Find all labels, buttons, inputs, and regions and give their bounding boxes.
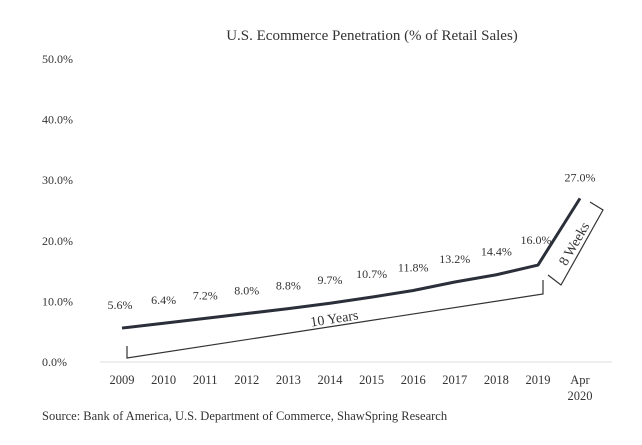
data-label: 11.8%: [398, 260, 429, 274]
x-tick-label: 2014: [318, 373, 344, 387]
data-label: 13.2%: [439, 252, 470, 266]
y-tick-label: 30.0%: [42, 173, 73, 187]
x-tick-label-line: 2020: [568, 389, 593, 403]
bracket-8-weeks: [547, 201, 604, 286]
x-tick-label-line: 2019: [526, 373, 551, 387]
x-tick-label: 2018: [484, 373, 509, 387]
x-tick-label-line: 2011: [193, 373, 218, 387]
x-tick-label-line: 2015: [359, 373, 384, 387]
x-tick-label: 2016: [401, 373, 426, 387]
y-tick-label: 10.0%: [42, 294, 73, 308]
bracket-10-years: [126, 280, 544, 359]
y-axis: 0.0% 10.0% 20.0% 30.0% 40.0% 50.0%: [42, 52, 73, 369]
x-tick-label: 2009: [110, 373, 135, 387]
x-tick-label-line: 2018: [484, 373, 509, 387]
chart-title: U.S. Ecommerce Penetration (% of Retail …: [226, 28, 518, 44]
x-tick-label: 2019: [526, 373, 551, 387]
x-tick-label: 2012: [234, 373, 259, 387]
data-label: 6.4%: [151, 293, 176, 307]
x-tick-label: 2010: [151, 373, 176, 387]
x-tick-label-line: Apr: [570, 373, 590, 387]
y-tick-label: 40.0%: [42, 113, 73, 127]
annotation-10-years: 10 Years: [309, 308, 359, 330]
data-label: 5.6%: [108, 298, 133, 312]
x-tick-label-line: 2012: [234, 373, 259, 387]
x-tick-label-line: 2016: [401, 373, 426, 387]
x-tick-label: 2017: [442, 373, 467, 387]
data-label: 8.0%: [234, 284, 259, 298]
x-tick-label-line: 2014: [318, 373, 344, 387]
data-label: 9.7%: [318, 273, 343, 287]
x-axis: 2009 2010 2011 2012 2013 2014 2015 2016 2017 2018…: [110, 373, 593, 403]
data-label: 27.0%: [565, 170, 596, 184]
data-label: 7.2%: [193, 288, 218, 302]
source-note: Source: Bank of America, U.S. Department…: [42, 409, 448, 423]
x-tick-label-line: 2013: [276, 373, 301, 387]
data-label: 16.0%: [521, 233, 552, 247]
data-label: 14.4%: [481, 245, 512, 259]
data-label: 8.8%: [276, 279, 301, 293]
x-tick-label: 2015: [359, 373, 384, 387]
x-tick-label: Apr 2020: [568, 373, 593, 403]
x-tick-label-line: 2009: [110, 373, 135, 387]
x-tick-label: 2011: [193, 373, 218, 387]
x-tick-label: 2013: [276, 373, 301, 387]
y-tick-label: 50.0%: [42, 52, 73, 66]
x-tick-label-line: 2017: [442, 373, 467, 387]
y-tick-label: 0.0%: [42, 355, 67, 369]
series-line: [121, 197, 582, 330]
x-tick-label-line: 2010: [151, 373, 176, 387]
data-label: 10.7%: [356, 267, 387, 281]
data-labels: 5.6% 6.4% 7.2% 8.0% 8.8% 9.7% 10.7% 11.8% 13.2% 1…: [108, 170, 596, 312]
y-tick-label: 20.0%: [42, 234, 73, 248]
